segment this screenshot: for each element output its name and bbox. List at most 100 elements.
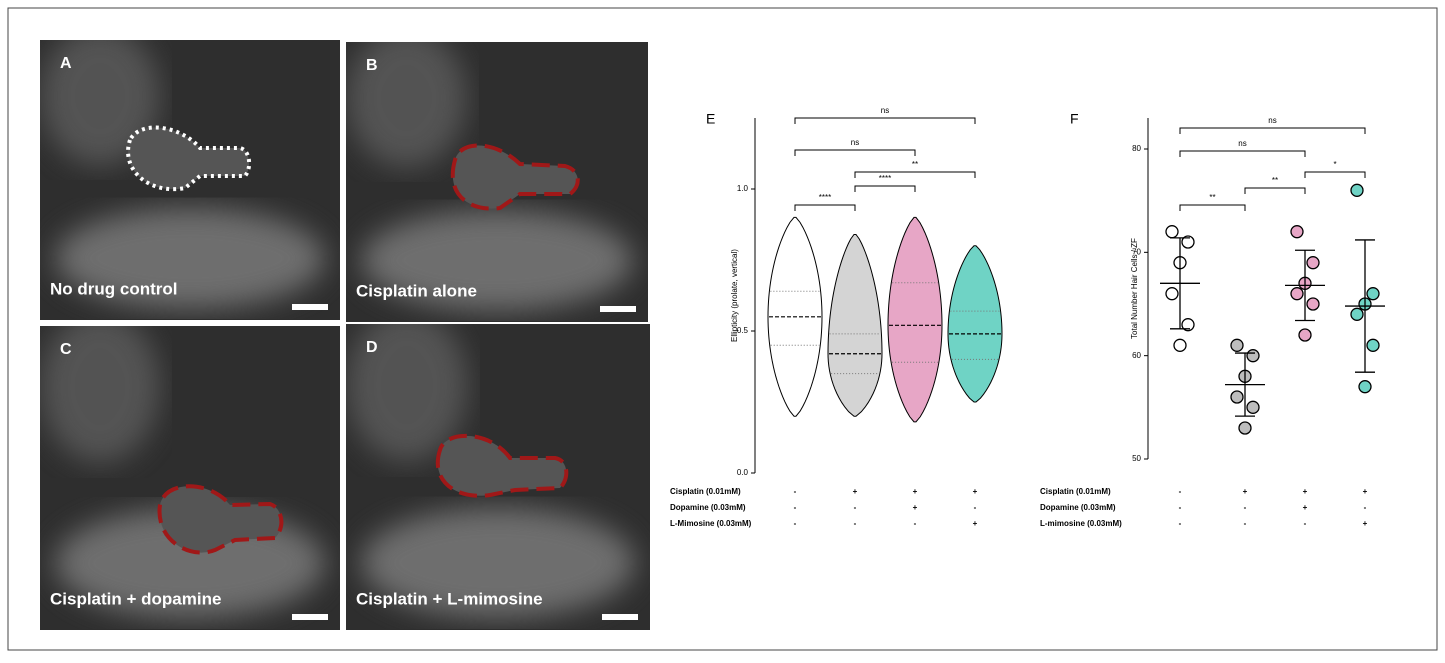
data-point [1174,339,1186,351]
image-panel [346,28,648,322]
data-point [1166,288,1178,300]
condition-label: Dopamine (0.03mM) [670,503,746,512]
panel-label: D [366,339,378,356]
data-point [1247,401,1259,413]
condition-value: + [1303,503,1308,512]
panel-label: C [60,341,72,358]
significance-label: ns [881,106,889,115]
data-point [1291,288,1303,300]
condition-label: L-mimosine (0.03mM) [1040,519,1122,528]
condition-value: - [854,519,857,528]
condition-value: + [1363,487,1368,496]
condition-value: - [1364,503,1367,512]
y-tick-label: 50 [1132,454,1141,463]
condition-value: - [794,519,797,528]
scale-bar [292,614,328,620]
condition-value: - [854,503,857,512]
condition-value: + [973,487,978,496]
panel-caption: No drug control [50,279,177,298]
panel-caption: Cisplatin alone [356,281,477,300]
data-point [1231,391,1243,403]
data-point [1166,226,1178,238]
significance-label: * [1333,160,1336,169]
significance-bracket [795,150,915,156]
condition-value: - [794,503,797,512]
condition-value: + [913,503,918,512]
panel-label: A [60,55,72,72]
significance-label: **** [819,193,831,202]
panel-label: F [1070,111,1079,127]
scale-bar [602,614,638,620]
y-tick-label: 1.0 [737,184,749,193]
y-tick-label: 0.5 [737,326,749,335]
image-panel [346,309,650,630]
condition-value: - [1179,487,1182,496]
panel-caption: Cisplatin + L-mimosine [356,589,543,608]
significance-bracket [1180,128,1365,134]
data-point [1367,288,1379,300]
page: {"panels":[{"label":"A","caption":"No dr… [0,0,1445,663]
condition-label: Cisplatin (0.01mM) [670,487,741,496]
condition-value: - [1179,519,1182,528]
condition-value: + [1363,519,1368,528]
significance-bracket [795,205,855,211]
significance-label: ** [912,160,918,169]
violin [948,246,1002,402]
data-point [1307,298,1319,310]
image-panel [40,311,340,630]
significance-label: ** [1272,176,1278,185]
significance-bracket [855,172,975,178]
significance-bracket [855,186,915,192]
condition-value: - [794,487,797,496]
significance-label: ns [1238,139,1246,148]
significance-bracket [1180,205,1245,211]
violin [888,217,942,421]
figure: A No drug control B Cisplatin alone C Cisplat… [0,0,1445,658]
scale-bar [600,306,636,312]
condition-value: + [913,487,918,496]
condition-value: + [1243,487,1248,496]
significance-bracket [1305,172,1365,178]
panel-caption: Cisplatin + dopamine [50,589,221,608]
significance-label: **** [879,174,891,183]
significance-bracket [1180,151,1305,157]
data-point [1359,381,1371,393]
significance-bracket [1245,188,1305,194]
violin [828,234,882,416]
condition-value: - [1179,503,1182,512]
y-tick-label: 70 [1132,247,1141,256]
data-point [1351,308,1363,320]
condition-value: - [1244,519,1247,528]
panel-label: B [366,57,378,74]
data-point [1299,329,1311,341]
data-point [1247,350,1259,362]
tissue-glow [40,311,160,463]
data-point [1231,339,1243,351]
condition-value: + [853,487,858,496]
data-point [1291,226,1303,238]
scale-bar [292,304,328,310]
y-tick-label: 0.0 [737,468,749,477]
significance-label: ns [1268,116,1276,125]
y-tick-label: 80 [1132,144,1141,153]
condition-value: + [973,519,978,528]
condition-label: Dopamine (0.03mM) [1040,503,1116,512]
significance-label: ** [1209,193,1215,202]
image-panel [40,26,340,320]
condition-value: - [1244,503,1247,512]
condition-label: L-Mimosine (0.03mM) [670,519,752,528]
data-point [1351,184,1363,196]
condition-value: - [914,519,917,528]
condition-value: - [1304,519,1307,528]
panel-label: E [706,111,715,127]
y-tick-label: 60 [1132,351,1141,360]
condition-label: Cisplatin (0.01mM) [1040,487,1111,496]
data-point [1307,257,1319,269]
significance-bracket [795,118,975,124]
data-point [1239,422,1251,434]
data-point [1367,339,1379,351]
significance-label: ns [851,138,859,147]
tissue-glow [346,28,467,168]
condition-value: - [974,503,977,512]
condition-value: + [1303,487,1308,496]
